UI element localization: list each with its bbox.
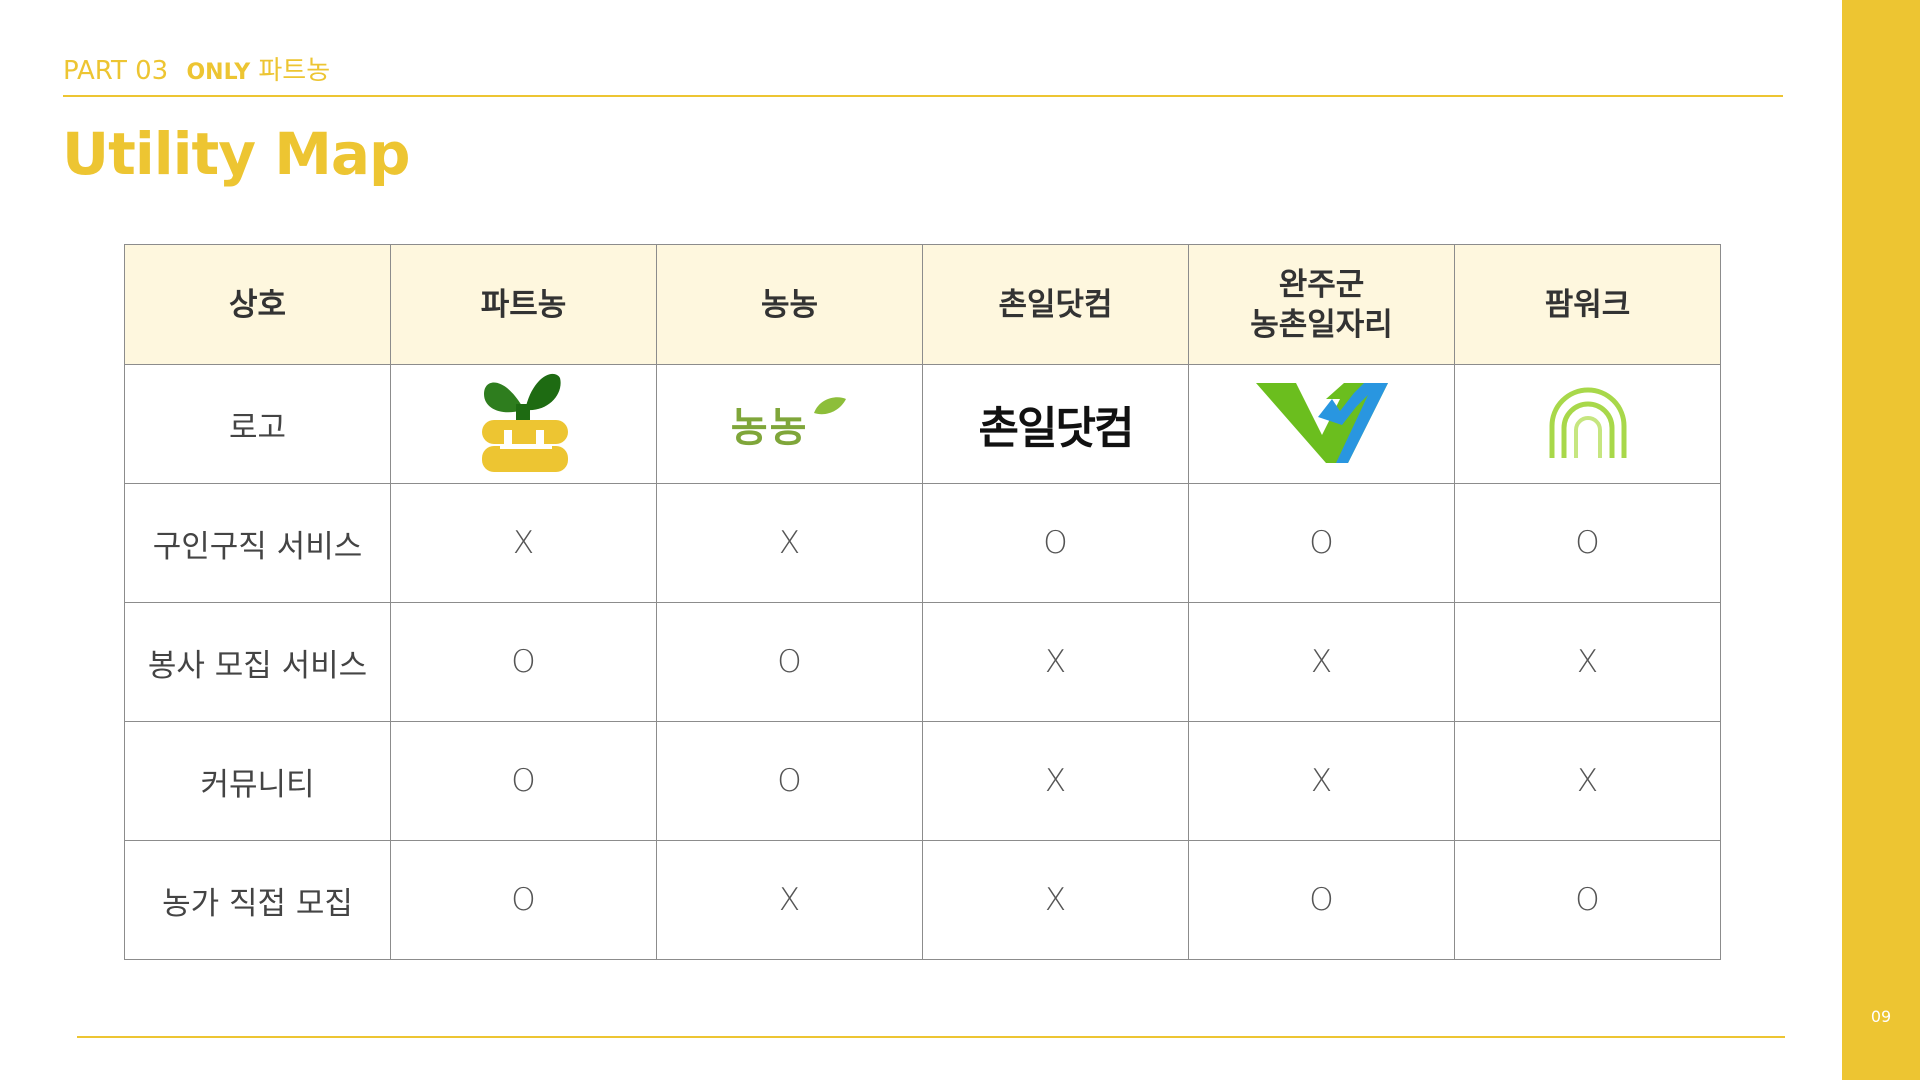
mark-cell: O xyxy=(390,602,657,722)
header-cell: 촌일닷컴 xyxy=(922,244,1189,365)
table-row: 봉사 모집 서비스 O O X X X xyxy=(124,602,1721,722)
mark-cell: O xyxy=(656,602,923,722)
chonil-logo-icon: 촌일닷컴 xyxy=(978,403,1135,454)
header-cell: 완주군 농촌일자리 xyxy=(1188,244,1455,365)
logo-row: 로고 농농 촌일닷컴 xyxy=(124,364,1721,484)
only-brand: 파트농 xyxy=(258,56,331,86)
header-cell-text: 완주군 농촌일자리 xyxy=(1250,266,1393,343)
mark-cell: X xyxy=(656,840,923,960)
logo-cell: 촌일닷컴 xyxy=(922,364,1189,484)
mark-cell: X xyxy=(390,483,657,603)
table-header-row: 상호 파트농 농농 촌일닷컴 완주군 농촌일자리 팜워크 xyxy=(124,244,1721,365)
part-number: PART 03 xyxy=(63,56,169,86)
partnong-logo-icon xyxy=(481,373,568,472)
farmwork-logo-icon xyxy=(1549,387,1626,458)
logo-cell xyxy=(1188,364,1455,484)
mark-cell: X xyxy=(922,840,1189,960)
mark-cell: X xyxy=(922,602,1189,722)
header-cell: 농농 xyxy=(656,244,923,365)
header-cell: 팜워크 xyxy=(1454,244,1721,365)
wanju-logo-icon xyxy=(1255,383,1388,463)
row-label: 봉사 모집 서비스 xyxy=(124,602,391,722)
header-cell: 상호 xyxy=(124,244,391,365)
header-cell: 파트농 xyxy=(390,244,657,365)
mark-cell: O xyxy=(1188,840,1455,960)
top-divider xyxy=(63,95,1783,97)
mark-cell: X xyxy=(1454,602,1721,722)
page-number: 09 xyxy=(1870,1007,1892,1026)
mark-cell: X xyxy=(1454,721,1721,841)
table-row: 커뮤니티 O O X X X xyxy=(124,721,1721,841)
mark-cell: O xyxy=(1454,840,1721,960)
table-row: 농가 직접 모집 O X X O O xyxy=(124,840,1721,960)
leaf-icon xyxy=(814,397,847,415)
mark-cell: X xyxy=(922,721,1189,841)
row-label: 로고 xyxy=(124,364,391,484)
bottom-divider xyxy=(77,1036,1785,1038)
mark-cell: O xyxy=(656,721,923,841)
nongnong-logo-icon: 농농 xyxy=(730,404,809,451)
comparison-table: 상호 파트농 농농 촌일닷컴 완주군 농촌일자리 팜워크 로고 농농 xyxy=(124,244,1721,960)
side-accent-bar xyxy=(1842,0,1920,1080)
only-label: ONLY xyxy=(186,60,251,85)
mark-cell: O xyxy=(390,721,657,841)
mark-cell: O xyxy=(1188,483,1455,603)
mark-cell: O xyxy=(1454,483,1721,603)
logo-cell xyxy=(390,364,657,484)
section-label: PART 03 ONLY 파트농 xyxy=(63,50,330,87)
page-title: Utility Map xyxy=(62,120,411,188)
row-label: 커뮤니티 xyxy=(124,721,391,841)
mark-cell: O xyxy=(922,483,1189,603)
mark-cell: X xyxy=(656,483,923,603)
logo-cell xyxy=(1454,364,1721,484)
row-label: 농가 직접 모집 xyxy=(124,840,391,960)
mark-cell: X xyxy=(1188,721,1455,841)
table-row: 구인구직 서비스 X X O O O xyxy=(124,483,1721,603)
logo-cell: 농농 xyxy=(656,364,923,484)
mark-cell: O xyxy=(390,840,657,960)
mark-cell: X xyxy=(1188,602,1455,722)
row-label: 구인구직 서비스 xyxy=(124,483,391,603)
